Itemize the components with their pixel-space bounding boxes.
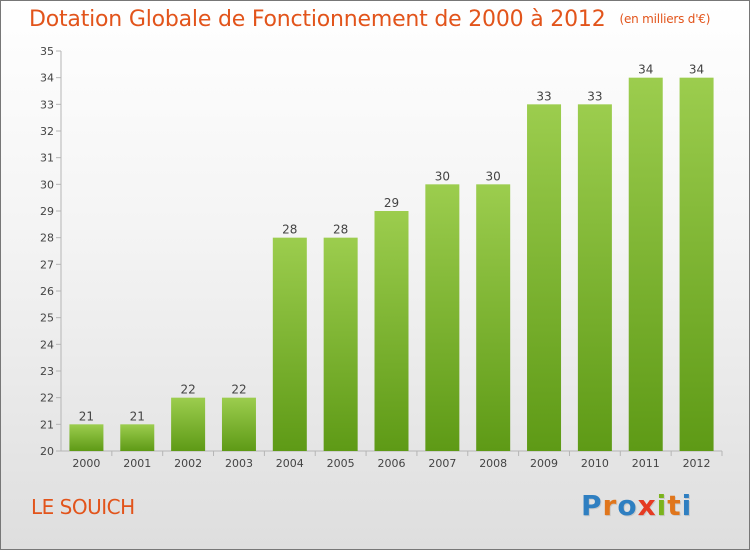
bar-value-label: 30: [486, 169, 501, 183]
logo-letter: r: [602, 489, 618, 522]
proxiti-logo: Proxiti: [581, 489, 692, 522]
y-tick-label: 33: [40, 98, 54, 111]
y-tick-label: 23: [40, 365, 54, 378]
bar-value-label: 33: [587, 89, 602, 103]
bar: [272, 237, 307, 451]
x-tick-label: 2000: [72, 457, 100, 470]
bar: [120, 424, 155, 451]
y-tick-label: 22: [40, 392, 54, 405]
logo-letter: i: [681, 489, 693, 522]
chart-title-text: Dotation Globale de Fonctionnement de 20…: [29, 7, 606, 32]
y-tick-label: 24: [40, 338, 54, 351]
bar: [577, 104, 612, 451]
x-tick-label: 2010: [581, 457, 609, 470]
bar-value-label: 30: [435, 169, 450, 183]
y-tick-label: 35: [40, 45, 54, 58]
bar: [323, 237, 358, 451]
x-tick-label: 2001: [123, 457, 151, 470]
bar-value-label: 29: [384, 196, 399, 210]
bar-value-label: 33: [536, 89, 551, 103]
bar-value-label: 21: [130, 409, 145, 423]
x-tick-label: 2005: [327, 457, 355, 470]
x-tick-label: 2006: [378, 457, 406, 470]
y-tick-label: 27: [40, 258, 54, 271]
y-tick-label: 21: [40, 418, 54, 431]
bar-value-label: 28: [282, 223, 297, 237]
y-tick-label: 30: [40, 178, 54, 191]
commune-name: LE SOUICH: [31, 495, 135, 519]
bar: [527, 104, 562, 451]
y-tick-label: 32: [40, 125, 54, 138]
x-tick-label: 2009: [530, 457, 558, 470]
logo-letter: i: [656, 489, 668, 522]
chart-unit-label: (en milliers d'€): [619, 12, 711, 26]
x-tick-label: 2007: [428, 457, 456, 470]
x-tick-label: 2002: [174, 457, 202, 470]
logo-letter: P: [581, 489, 603, 522]
x-tick-label: 2003: [225, 457, 253, 470]
bar-value-label: 34: [689, 63, 704, 77]
bar-value-label: 21: [79, 409, 94, 423]
logo-letter: t: [667, 489, 682, 522]
logo-letter: x: [637, 489, 657, 522]
bar-value-label: 22: [231, 383, 246, 397]
bar: [476, 184, 511, 452]
bar: [679, 77, 714, 452]
y-tick-label: 25: [40, 312, 54, 325]
bar: [425, 184, 460, 452]
bar: [374, 211, 409, 451]
x-tick-label: 2011: [632, 457, 660, 470]
y-tick-label: 28: [40, 232, 54, 245]
bar: [221, 397, 256, 451]
bar: [69, 424, 104, 451]
chart-title: Dotation Globale de Fonctionnement de 20…: [29, 7, 710, 32]
bar: [171, 397, 206, 451]
y-tick-label: 34: [40, 72, 54, 85]
y-tick-label: 29: [40, 205, 54, 218]
x-tick-label: 2012: [683, 457, 711, 470]
bar-value-label: 34: [638, 63, 653, 77]
x-tick-label: 2008: [479, 457, 507, 470]
x-tick-label: 2004: [276, 457, 304, 470]
y-tick-label: 31: [40, 152, 54, 165]
bar: [628, 77, 663, 452]
bar-value-label: 22: [180, 383, 195, 397]
bar-value-label: 28: [333, 223, 348, 237]
logo-letter: o: [617, 489, 638, 522]
y-tick-label: 20: [40, 445, 54, 458]
y-tick-label: 26: [40, 285, 54, 298]
